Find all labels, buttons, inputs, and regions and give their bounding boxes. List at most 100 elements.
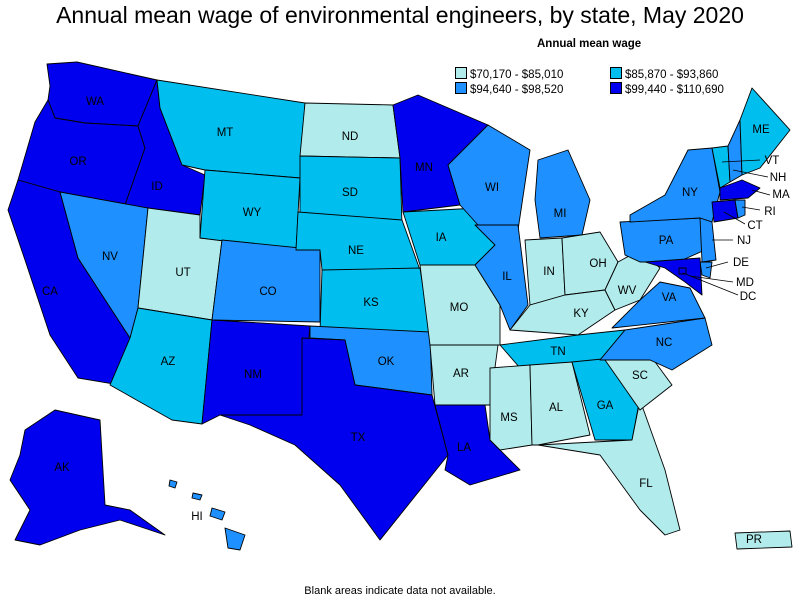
map-title: Annual mean wage of environmental engine… <box>56 2 744 28</box>
state-la[interactable] <box>434 404 521 486</box>
state-label-me: ME <box>752 124 770 136</box>
state-label-nm: NM <box>244 369 262 381</box>
state-label-dc: DC <box>740 291 757 303</box>
state-ri[interactable] <box>734 199 746 219</box>
leader-nh <box>732 169 769 178</box>
state-ma[interactable] <box>719 179 761 201</box>
state-label-ma: MA <box>772 189 790 201</box>
state-hi[interactable] <box>168 479 246 551</box>
legend-swatch-2 <box>610 67 622 79</box>
leader-ri <box>741 206 761 211</box>
state-label-co: CO <box>259 286 276 298</box>
state-label-ia: IA <box>436 232 447 244</box>
legend-swatch-3 <box>455 82 467 94</box>
state-label-mo: MO <box>450 302 469 314</box>
state-label-hi: HI <box>191 511 203 523</box>
state-nc[interactable] <box>599 317 713 371</box>
state-al[interactable] <box>529 361 591 446</box>
state-me[interactable] <box>739 87 791 176</box>
state-label-mi: MI <box>554 208 567 220</box>
legend-swatch-1 <box>455 67 467 79</box>
state-label-az: AZ <box>161 356 176 368</box>
state-dc[interactable] <box>678 267 687 275</box>
leader-lines <box>682 159 771 296</box>
state-label-tn: TN <box>550 346 565 358</box>
state-wv[interactable] <box>604 249 661 311</box>
state-label-ga: GA <box>597 400 614 412</box>
state-label-sd: SD <box>342 187 358 199</box>
legend-item-4: $99,440 - $110,690 <box>610 82 724 96</box>
leader-ma <box>751 189 771 196</box>
state-wa[interactable] <box>46 61 158 127</box>
state-de[interactable] <box>699 261 713 279</box>
state-label-ca: CA <box>42 286 58 298</box>
state-label-oh: OH <box>589 258 606 270</box>
state-md[interactable] <box>644 257 703 296</box>
state-pr[interactable] <box>734 530 793 550</box>
legend-label-1: $70,170 - $85,010 <box>470 69 564 81</box>
state-label-vt: VT <box>765 155 780 167</box>
state-il[interactable] <box>474 224 529 331</box>
legend-label-4: $99,440 - $110,690 <box>625 84 724 96</box>
footnote: Blank areas indicate data not available. <box>304 585 496 597</box>
state-label-mt: MT <box>217 127 234 139</box>
state-label-sc: SC <box>632 370 648 382</box>
state-label-nh: NH <box>770 172 787 184</box>
state-label-va: VA <box>662 292 677 304</box>
legend-item-2: $85,870 - $93,860 <box>610 67 718 81</box>
state-va[interactable] <box>611 281 706 329</box>
leader-dc <box>682 272 739 296</box>
state-label-ky: KY <box>573 308 589 320</box>
state-label-nd: ND <box>342 131 359 143</box>
leader-vt <box>721 159 761 163</box>
state-mi[interactable] <box>534 149 591 239</box>
state-label-fl: FL <box>639 478 653 490</box>
state-label-mn: MN <box>415 162 433 174</box>
leader-md <box>689 275 734 283</box>
state-nj[interactable] <box>699 217 717 263</box>
legend-title: Annual mean wage <box>537 38 642 50</box>
leader-ct <box>723 211 746 225</box>
state-ak[interactable] <box>9 409 166 546</box>
state-label-ak: AK <box>54 462 70 474</box>
state-label-la: LA <box>457 442 471 454</box>
legend-label-3: $94,640 - $98,520 <box>470 84 564 96</box>
state-label-nv: NV <box>102 251 118 263</box>
state-label-wi: WI <box>485 182 499 194</box>
legend-item-3: $94,640 - $98,520 <box>455 82 563 96</box>
state-label-tx: TX <box>351 432 366 444</box>
legend-label-2: $85,870 - $93,860 <box>625 69 719 81</box>
state-label-ut: UT <box>175 267 190 279</box>
state-ny[interactable] <box>629 147 721 223</box>
state-label-in: IN <box>543 266 555 278</box>
state-label-ct: CT <box>747 220 762 232</box>
state-label-de: DE <box>733 257 749 269</box>
state-label-ar: AR <box>453 368 469 380</box>
state-label-pr: PR <box>746 534 762 546</box>
state-ms[interactable] <box>489 364 533 451</box>
state-co[interactable] <box>211 239 321 323</box>
state-label-nj: NJ <box>737 235 751 247</box>
state-label-al: AL <box>549 402 564 414</box>
state-label-wv: WV <box>618 285 637 297</box>
state-label-ok: OK <box>378 356 395 368</box>
state-label-ri: RI <box>764 206 776 218</box>
legend-item-1: $70,170 - $85,010 <box>455 67 563 81</box>
state-labels: WA OR CA ID NV AZ UT MT WY CO NM ND SD N… <box>42 96 790 546</box>
state-label-ks: KS <box>363 297 379 309</box>
state-label-ms: MS <box>500 412 518 424</box>
legend-swatch-4 <box>610 82 622 94</box>
state-label-pa: PA <box>659 235 674 247</box>
state-mo[interactable] <box>419 264 501 346</box>
state-fl[interactable] <box>537 399 681 536</box>
state-label-id: ID <box>151 181 163 193</box>
state-label-md: MD <box>736 277 754 289</box>
state-ct[interactable] <box>711 199 739 223</box>
state-tx[interactable] <box>219 337 449 541</box>
state-label-il: IL <box>502 271 512 283</box>
state-label-ny: NY <box>682 187 698 199</box>
state-label-or: OR <box>69 156 86 168</box>
state-label-wa: WA <box>86 96 104 108</box>
state-label-wy: WY <box>243 207 262 219</box>
